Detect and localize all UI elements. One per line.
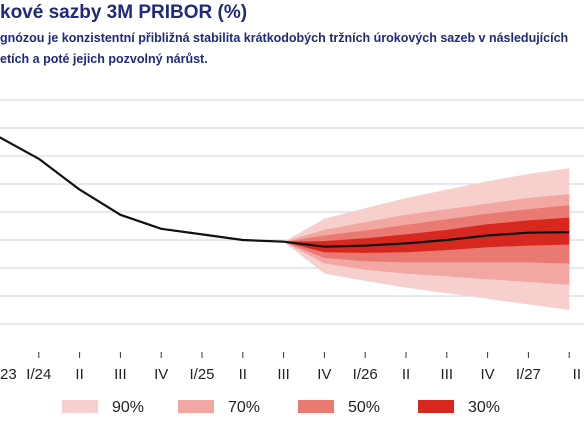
x-tick-label: I/27	[516, 366, 541, 383]
x-tick-label: II	[402, 366, 410, 383]
legend-swatch	[298, 400, 334, 413]
legend-label: 90%	[112, 399, 144, 416]
x-tick-label: II	[573, 366, 581, 383]
legend-label: 70%	[228, 399, 260, 416]
x-tick-label: IV	[481, 366, 495, 383]
legend-label: 50%	[348, 399, 380, 416]
series-line	[0, 136, 570, 248]
legend-label: 30%	[468, 399, 500, 416]
x-tick-label: III	[441, 366, 454, 383]
fan-band-30pct	[283, 217, 570, 253]
legend-swatch	[418, 400, 454, 413]
x-tick-label: II	[75, 366, 83, 383]
x-tick-label: I/25	[189, 366, 214, 383]
x-tick-label: III	[114, 366, 127, 383]
chart-title: kové sazby 3M PRIBOR (%)	[0, 2, 248, 23]
x-tick-label: IV	[154, 366, 168, 383]
x-tick-label: II	[239, 366, 247, 383]
legend-swatch	[178, 400, 214, 413]
x-tick-label: 23	[0, 366, 17, 383]
x-tick-label: III	[277, 366, 290, 383]
x-tick-label: I/24	[26, 366, 51, 383]
chart-subtitle: gnózou je konzistentní přibližná stabili…	[0, 31, 569, 66]
x-tick-label: IV	[317, 366, 331, 383]
legend-swatch	[62, 400, 98, 413]
x-tick-label: I/26	[353, 366, 378, 383]
